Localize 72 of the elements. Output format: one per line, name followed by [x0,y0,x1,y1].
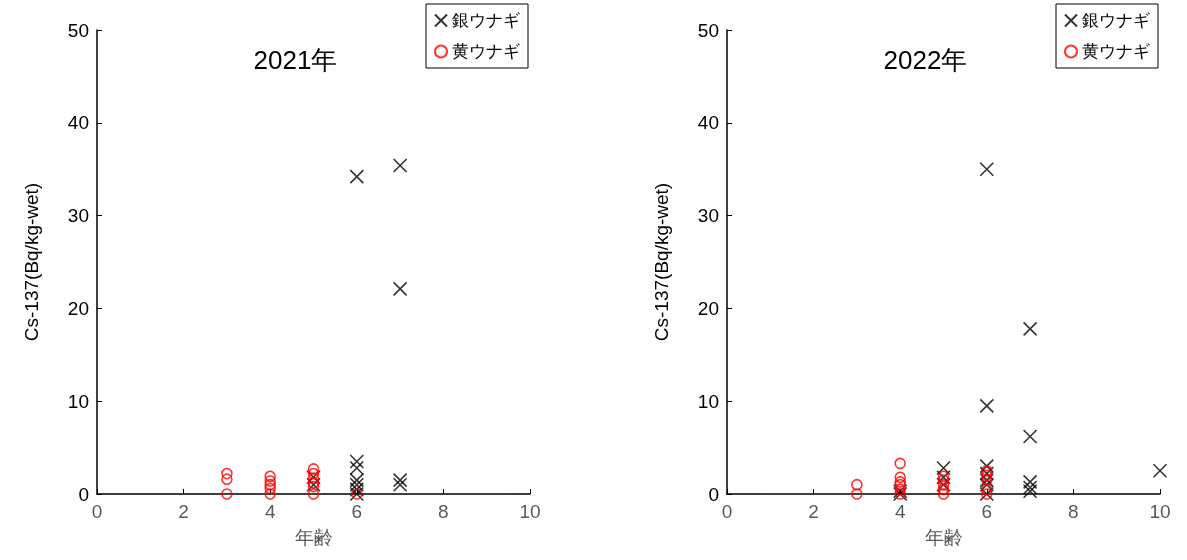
x-axis-title: 年齢 [924,527,963,548]
y-tick-label: 30 [67,205,89,227]
x-tick-label: 4 [264,501,276,522]
y-tick-label: 50 [67,19,89,41]
point [1152,463,1168,479]
x-tick-label: 2 [178,501,189,522]
point [221,488,233,500]
point [264,488,276,500]
point [851,478,863,491]
point [221,467,233,480]
x-tick-label: 10 [1149,501,1171,522]
legend-label: 銀ウナギ [452,11,520,30]
y-tick-label: 10 [697,390,719,412]
x-axis-title: 年齢 [294,527,333,548]
x-tick-label: 6 [981,501,993,522]
y-tick-label: 20 [697,297,719,319]
point [221,473,233,485]
point [981,483,993,496]
y-axis-title: Cs-137(Bq/kg-wet) [21,182,42,342]
point [392,281,408,297]
point [1022,429,1038,444]
y-axis-title: Cs-137(Bq/kg-wet) [651,182,672,342]
y-tick-label: 40 [67,112,89,134]
point [979,398,995,414]
point [894,457,906,470]
point [937,488,950,500]
x-tick-label: 10 [519,501,541,522]
point [937,474,950,486]
legend-label: 黄ウナギ [1082,42,1150,61]
x-tick-label: 0 [721,501,733,522]
text: 2021年 [253,45,338,75]
point [894,471,906,484]
x-tick-label: 8 [438,501,449,522]
point [1022,480,1038,495]
point [264,470,276,483]
point [307,488,320,500]
point [392,158,408,173]
point [264,475,276,487]
point [264,478,276,491]
point [307,463,320,475]
y-tick-label: 0 [78,483,89,505]
point [349,454,365,469]
point [392,472,408,488]
legend-label: 黄ウナギ [452,42,520,61]
point [1022,474,1038,490]
y-tick-label: 20 [67,297,89,319]
y-tick-label: 0 [708,483,719,505]
point [264,482,276,495]
point [349,477,365,493]
x-tick-label: 6 [351,501,363,522]
point [392,477,408,493]
y-tick-label: 10 [67,390,89,412]
point [349,169,365,184]
point [981,465,993,477]
y-tick-label: 40 [697,112,719,134]
x-tick-label: 0 [91,501,103,522]
point [307,467,320,480]
x-tick-label: 2 [808,501,819,522]
point [936,460,951,476]
point [1022,321,1038,337]
y-tick-label: 30 [697,205,719,227]
x-tick-label: 4 [894,501,906,522]
text: 2022年 [883,45,968,75]
point [349,482,365,497]
point [307,477,320,489]
point [979,161,995,177]
point [937,483,950,496]
point [851,488,863,500]
y-tick-label: 50 [697,19,719,41]
x-tick-label: 8 [1068,501,1079,522]
point [1022,483,1038,499]
legend-label: 銀ウナギ [1082,11,1150,30]
